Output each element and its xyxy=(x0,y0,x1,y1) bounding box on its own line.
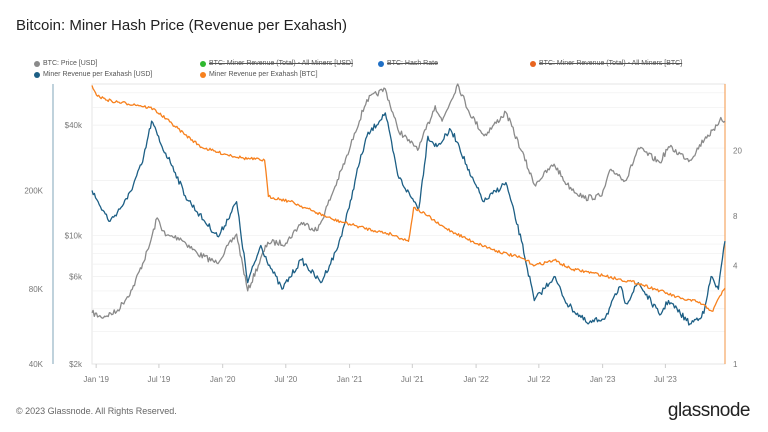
x-tick-label: Jan '21 xyxy=(337,375,363,384)
x-tick-label: Jan '20 xyxy=(210,375,236,384)
legend-dot-icon xyxy=(200,60,206,67)
legend-label: Miner Revenue per Exahash [USD] xyxy=(43,71,153,78)
usd-hashprice-tick-label: 80K xyxy=(29,285,44,294)
series-line-2 xyxy=(91,85,726,312)
price-tick-label: $6k xyxy=(69,272,83,281)
x-tick-label: Jan '19 xyxy=(83,375,109,384)
legend-item-revenue-usd[interactable]: BTC: Miner Revenue (Total) - All Miners … xyxy=(200,60,353,67)
legend-dot-icon xyxy=(530,60,536,67)
legend-label: BTC: Miner Revenue (Total) - All Miners … xyxy=(209,60,353,67)
usd-hashprice-tick-label: 40K xyxy=(29,360,44,369)
x-tick-label: Jan '23 xyxy=(590,375,616,384)
legend-item-hash-rate[interactable]: BTC: Hash Rate xyxy=(378,60,438,67)
price-tick-label: $10k xyxy=(65,232,83,241)
legend-label: Miner Revenue per Exahash [BTC] xyxy=(209,71,318,78)
copyright: © 2023 Glassnode. All Rights Reserved. xyxy=(16,406,177,416)
legend-label: BTC: Miner Revenue (Total) - All Miners … xyxy=(539,60,683,67)
x-tick-label: Jul '20 xyxy=(274,375,297,384)
usd-hashprice-tick-label: 200K xyxy=(24,186,43,195)
x-tick-label: Jul '21 xyxy=(401,375,424,384)
plot-area xyxy=(91,83,726,365)
btc-hashprice-tick-label: 4 xyxy=(733,261,738,270)
glassnode-logo: glassnode xyxy=(667,400,751,421)
legend-dot-icon xyxy=(378,60,384,67)
chart-title: Bitcoin: Miner Hash Price (Revenue per E… xyxy=(16,17,347,34)
legend-item-hashprice-btc[interactable]: Miner Revenue per Exahash [BTC] xyxy=(200,71,318,78)
series-line-1 xyxy=(91,112,726,326)
legend-dot-icon xyxy=(34,60,40,67)
legend-label: BTC: Price [USD] xyxy=(43,60,98,67)
series-line-0 xyxy=(91,83,726,319)
x-tick-label: Jan '22 xyxy=(463,375,489,384)
x-tick-label: Jul '22 xyxy=(527,375,550,384)
btc-hashprice-tick-label: 20 xyxy=(733,147,742,156)
x-tick-label: Jul '19 xyxy=(147,375,170,384)
legend-dot-icon xyxy=(34,71,40,78)
legend-item-hashprice-usd[interactable]: Miner Revenue per Exahash [USD] xyxy=(34,71,152,78)
legend-label: BTC: Hash Rate xyxy=(387,60,438,67)
legend-item-revenue-btc[interactable]: BTC: Miner Revenue (Total) - All Miners … xyxy=(530,60,682,67)
btc-hashprice-tick-label: 8 xyxy=(733,212,738,221)
price-tick-label: $2k xyxy=(69,360,83,369)
x-tick-label: Jul '23 xyxy=(654,375,677,384)
price-tick-label: $40k xyxy=(65,121,83,130)
legend-item-price[interactable]: BTC: Price [USD] xyxy=(34,60,97,67)
legend-dot-icon xyxy=(200,71,206,78)
btc-hashprice-tick-label: 1 xyxy=(733,360,738,369)
